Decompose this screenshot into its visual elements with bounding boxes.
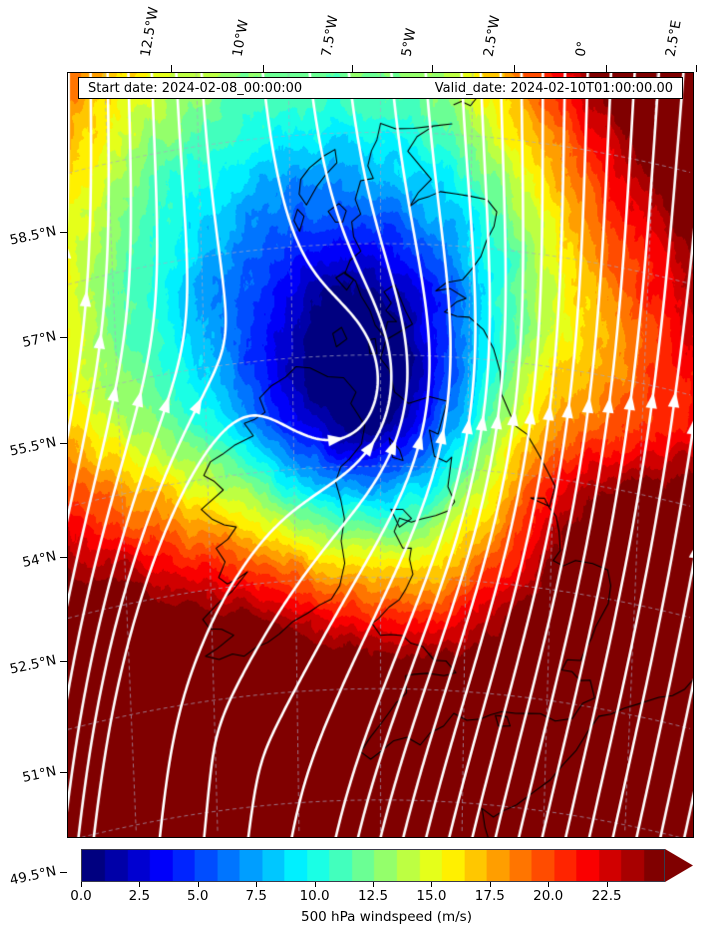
longitude-label: 7.5°W xyxy=(318,14,342,59)
colorbar-tick-label: 15.0 xyxy=(416,888,447,904)
longitude-tick xyxy=(606,65,607,72)
colorbar-tick xyxy=(548,882,550,887)
latitude-label: 52.5°N xyxy=(8,652,58,678)
colorbar-tick-label: 0.0 xyxy=(70,888,92,904)
latitude-tick xyxy=(60,557,67,558)
longitude-label: 2.5°E xyxy=(662,19,685,59)
latitude-tick xyxy=(60,232,67,233)
map-plot-area[interactable] xyxy=(67,72,694,838)
colorbar-tick xyxy=(489,882,491,887)
latitude-tick xyxy=(60,772,67,773)
latitude-label: 57°N xyxy=(21,328,58,351)
colorbar: 0.0 2.5 5.0 7.5 10.0 12.5 15.0 17.5 20.0 22.5 500… xyxy=(70,849,693,925)
longitude-tick xyxy=(352,65,353,72)
latitude-tick xyxy=(60,337,67,338)
colorbar-tick-label: 7.5 xyxy=(245,888,267,904)
latitude-tick xyxy=(60,443,67,444)
colorbar-tick-label: 17.5 xyxy=(474,888,505,904)
latitude-label: 55.5°N xyxy=(8,434,58,460)
latitude-label: 49.5°N xyxy=(8,863,58,889)
colorbar-canvas xyxy=(82,850,664,881)
colorbar-tick xyxy=(139,882,141,887)
colorbar-tick-label: 12.5 xyxy=(357,888,389,904)
colorbar-tick xyxy=(256,882,258,887)
valid-date-label: Valid_date: 2024-02-10T01:00:00.00 xyxy=(434,80,673,96)
longitude-tick xyxy=(514,65,515,72)
latitude-tick xyxy=(60,872,67,873)
longitude-label: 5°W xyxy=(398,26,420,59)
colorbar-extend-arrow-icon xyxy=(665,849,693,882)
start-date-label: Start date: 2024-02-08_00:00:00 xyxy=(88,80,303,96)
colorbar-axis-label: 500 hPa windspeed (m/s) xyxy=(301,909,472,925)
colorbar-tick xyxy=(606,882,608,887)
longitude-label: 10°W xyxy=(229,18,252,59)
colorbar-tick-label: 2.5 xyxy=(128,888,151,904)
latitude-label: 58.5°N xyxy=(8,223,58,249)
colorbar-tick-label: 20.0 xyxy=(533,888,564,904)
colorbar-tick xyxy=(431,882,433,887)
date-title-band: Start date: 2024-02-08_00:00:00 Valid_da… xyxy=(78,77,683,99)
colorbar-tick-label: 22.5 xyxy=(591,888,622,904)
colorbar-gradient xyxy=(81,849,665,882)
colorbar-tick xyxy=(373,882,374,887)
latitude-tick xyxy=(60,661,67,662)
colorbar-tick xyxy=(197,882,199,887)
longitude-tick xyxy=(696,65,697,72)
colorbar-tick-label: 10.0 xyxy=(299,888,330,904)
longitude-tick xyxy=(263,65,264,72)
longitude-label: 12.5°W xyxy=(137,5,163,59)
colorbar-tick-label: 5.0 xyxy=(187,888,209,904)
longitude-label: 2.5°W xyxy=(480,14,504,59)
longitude-tick xyxy=(171,65,172,72)
longitude-label: 0° xyxy=(572,40,592,59)
colorbar-tick xyxy=(81,882,82,887)
latitude-label: 54°N xyxy=(21,548,58,571)
longitude-tick xyxy=(432,65,433,72)
windspeed-field-canvas xyxy=(68,73,693,837)
latitude-label: 51°N xyxy=(21,763,58,786)
colorbar-tick xyxy=(314,882,316,887)
